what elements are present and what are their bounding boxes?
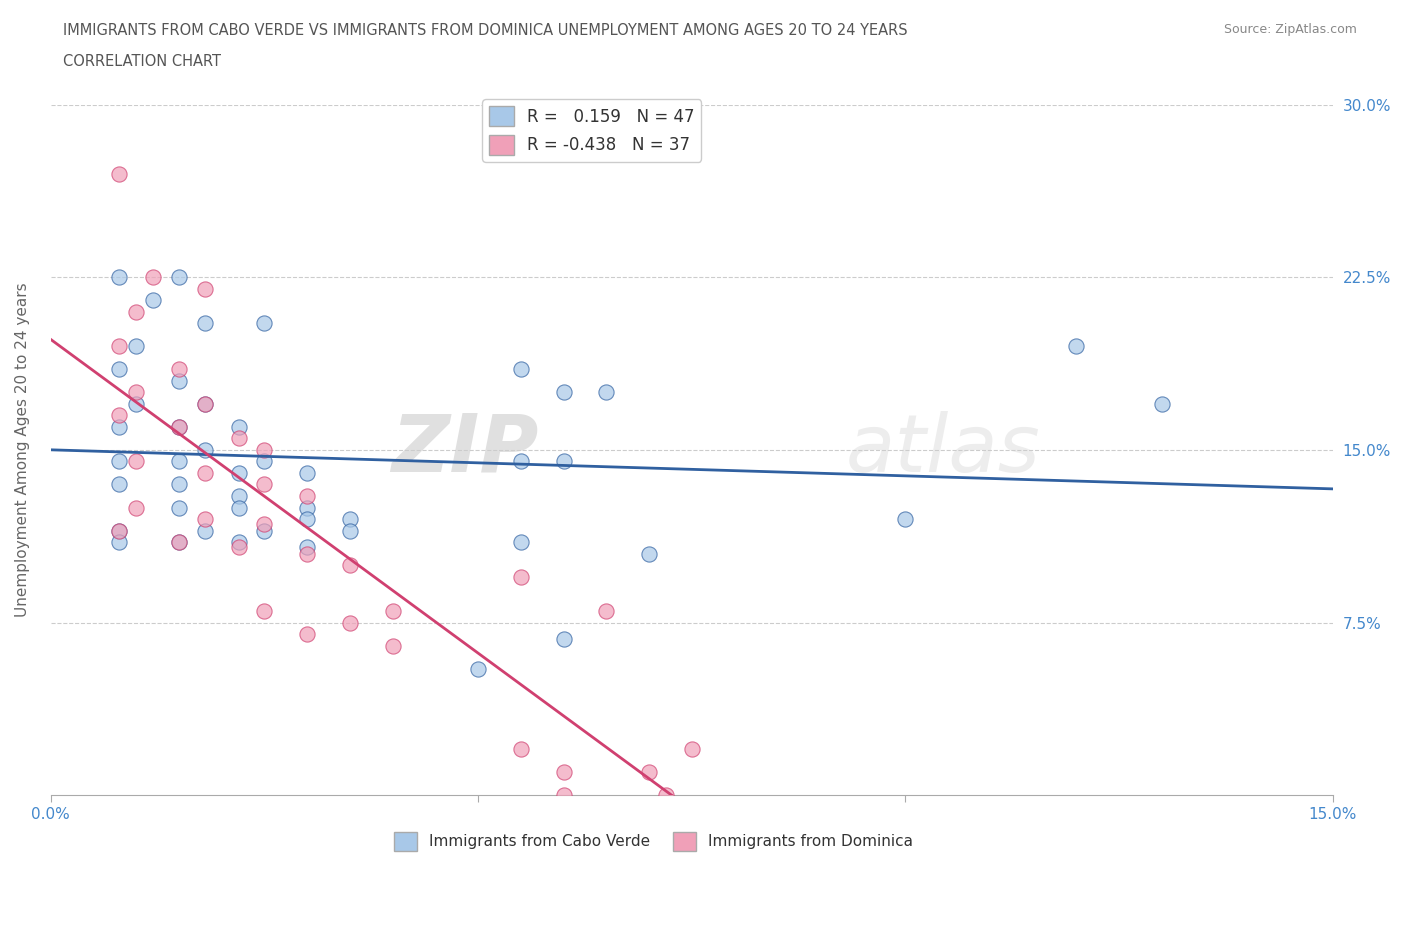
Point [108,477,131,492]
Point [595,604,617,618]
Point [297,546,319,561]
Point [253,523,276,538]
Point [125,385,148,400]
Point [194,466,217,481]
Text: IMMIGRANTS FROM CABO VERDE VS IMMIGRANTS FROM DOMINICA UNEMPLOYMENT AMONG AGES 2: IMMIGRANTS FROM CABO VERDE VS IMMIGRANTS… [63,23,908,38]
Point [297,539,319,554]
Point [509,535,531,550]
Point [125,304,148,319]
Point [194,282,217,297]
Point [681,742,703,757]
Point [194,443,217,458]
Point [228,466,250,481]
Point [509,742,531,757]
Point [595,385,617,400]
Point [253,454,276,469]
Point [228,535,250,550]
Point [108,408,131,423]
Point [228,419,250,434]
Point [108,454,131,469]
Point [108,523,131,538]
Point [108,419,131,434]
Point [467,661,489,676]
Point [297,488,319,503]
Point [253,316,276,331]
Point [228,431,250,445]
Point [108,166,131,181]
Point [142,270,165,285]
Point [553,454,575,469]
Point [553,764,575,779]
Point [297,500,319,515]
Point [339,512,361,526]
Point [638,546,661,561]
Point [167,500,190,515]
Point [167,270,190,285]
Point [1066,339,1088,353]
Point [194,316,217,331]
Point [253,516,276,531]
Point [381,604,404,618]
Point [142,293,165,308]
Point [553,788,575,803]
Point [297,512,319,526]
Text: Source: ZipAtlas.com: Source: ZipAtlas.com [1223,23,1357,36]
Point [167,374,190,389]
Point [297,627,319,642]
Legend: Immigrants from Cabo Verde, Immigrants from Dominica: Immigrants from Cabo Verde, Immigrants f… [388,826,920,857]
Point [253,477,276,492]
Point [125,339,148,353]
Point [339,615,361,630]
Point [381,638,404,653]
Point [638,764,661,779]
Point [253,443,276,458]
Point [1150,396,1173,411]
Point [108,339,131,353]
Point [228,500,250,515]
Text: CORRELATION CHART: CORRELATION CHART [63,54,221,69]
Point [167,454,190,469]
Point [194,396,217,411]
Point [167,419,190,434]
Text: ZIP: ZIP [391,411,538,489]
Point [228,488,250,503]
Y-axis label: Unemployment Among Ages 20 to 24 years: Unemployment Among Ages 20 to 24 years [15,283,30,618]
Text: atlas: atlas [845,411,1040,489]
Point [108,535,131,550]
Point [167,362,190,377]
Point [167,535,190,550]
Point [194,512,217,526]
Point [339,558,361,573]
Point [228,539,250,554]
Point [125,454,148,469]
Point [108,270,131,285]
Point [108,523,131,538]
Point [509,362,531,377]
Point [108,362,131,377]
Point [655,788,678,803]
Point [297,466,319,481]
Point [553,385,575,400]
Point [194,396,217,411]
Point [509,454,531,469]
Point [194,523,217,538]
Point [553,631,575,646]
Point [167,477,190,492]
Point [339,523,361,538]
Point [894,512,917,526]
Point [509,569,531,584]
Point [253,604,276,618]
Point [125,396,148,411]
Point [167,419,190,434]
Point [167,535,190,550]
Point [125,500,148,515]
